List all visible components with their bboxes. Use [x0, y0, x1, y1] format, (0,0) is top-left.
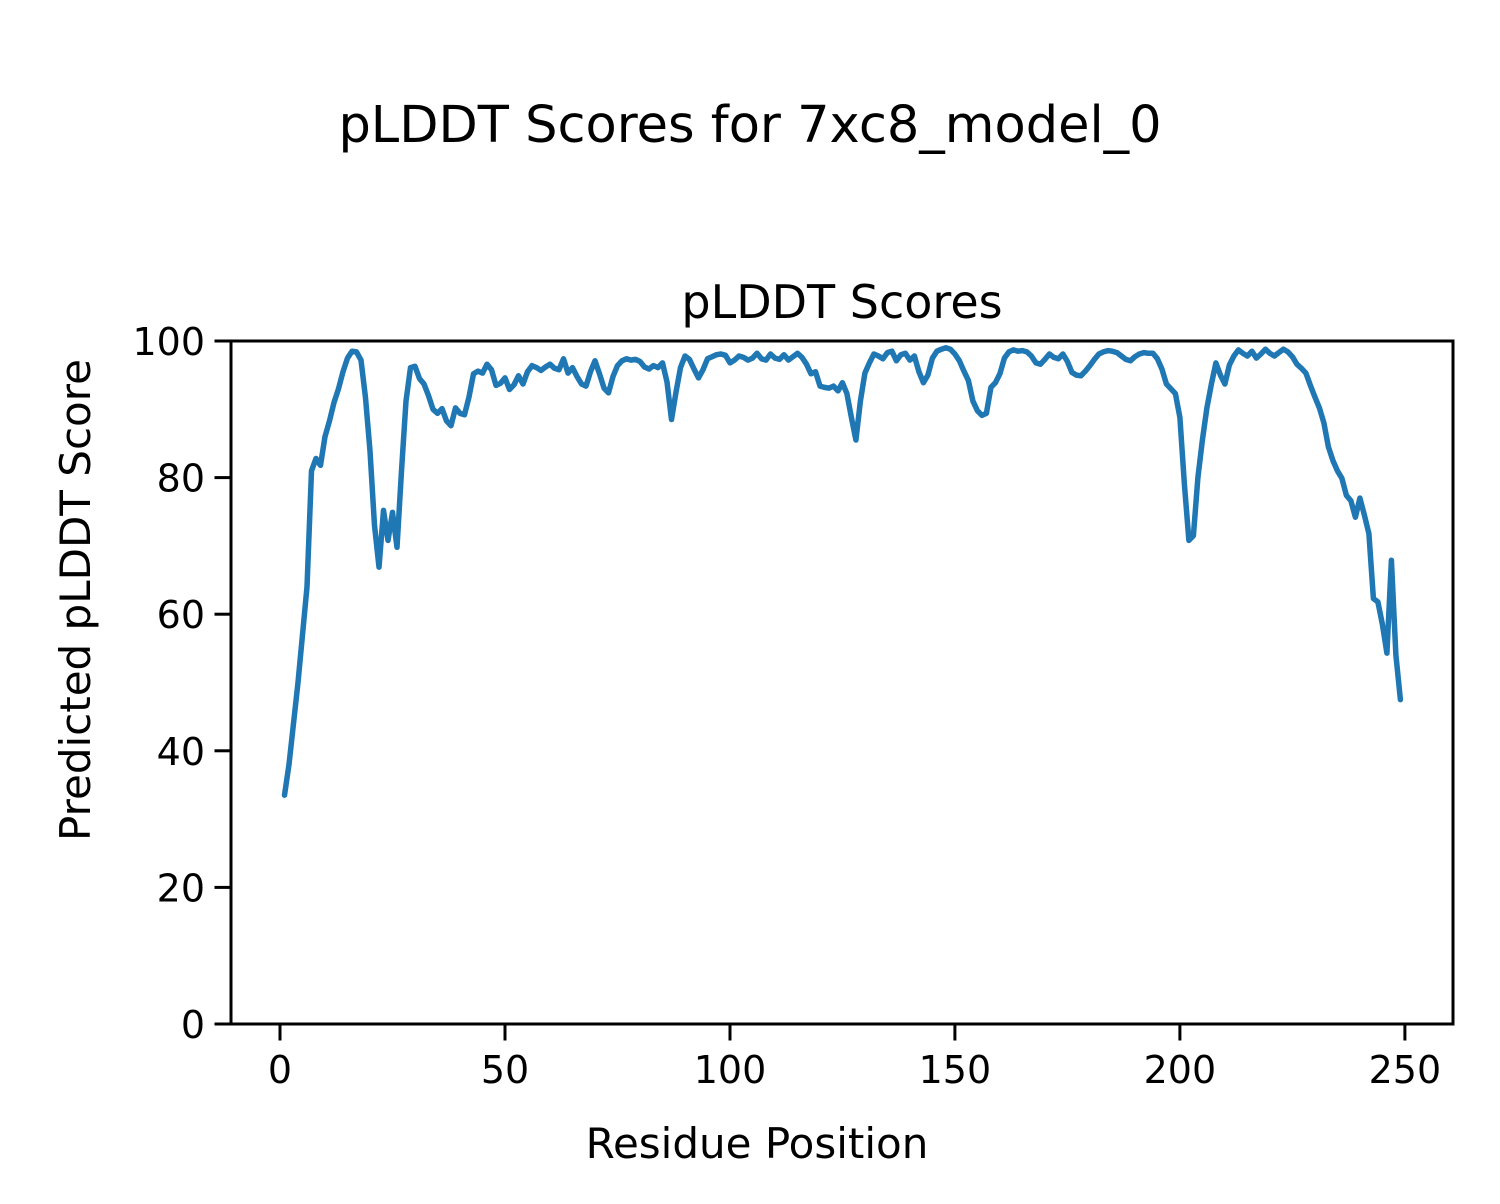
x-tick-label-0: 0 [268, 1048, 292, 1092]
y-tick-label-20: 20 [157, 866, 205, 910]
plddt-line [281, 345, 1404, 798]
x-tick-label-50: 50 [481, 1048, 529, 1092]
x-tick-label-100: 100 [694, 1048, 767, 1092]
y-tick-label-100: 100 [132, 320, 205, 364]
plot-frame [229, 339, 1455, 1026]
x-axis-label: Residue Position [586, 1119, 929, 1168]
axes-title: pLDDT Scores [681, 275, 1002, 329]
figure-suptitle: pLDDT Scores for 7xc8_model_0 [338, 96, 1161, 155]
y-tick-label-0: 0 [181, 1003, 205, 1047]
x-axis-ticks: 0 50 100 150 200 250 [268, 1025, 1442, 1092]
y-tick-label-80: 80 [157, 457, 205, 501]
x-tick-label-200: 200 [1144, 1048, 1217, 1092]
y-axis-label: Predicted pLDDT Score [51, 359, 100, 841]
x-tick-label-150: 150 [919, 1048, 992, 1092]
y-tick-label-40: 40 [157, 730, 205, 774]
y-tick-label-60: 60 [157, 593, 205, 637]
y-axis-ticks: 0 20 40 60 80 100 [132, 320, 230, 1047]
x-tick-label-250: 250 [1369, 1048, 1442, 1092]
data-line-group [281, 345, 1404, 798]
